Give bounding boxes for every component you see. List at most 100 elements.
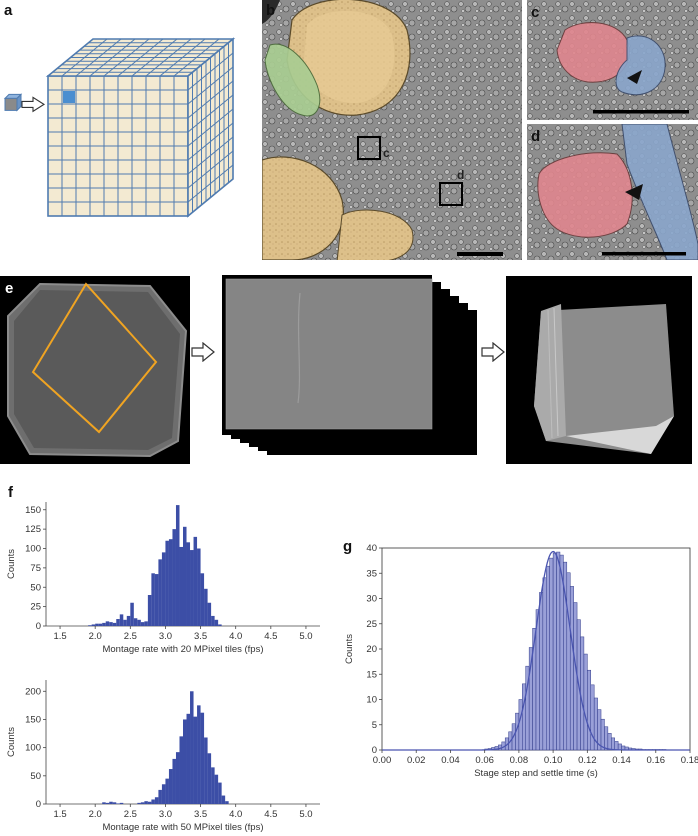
y-axis-label: Counts bbox=[6, 549, 17, 579]
y-tick-label: 20 bbox=[366, 644, 377, 655]
tile-front-border bbox=[225, 278, 433, 430]
y-tick-label: 0 bbox=[372, 745, 377, 756]
histogram-bar bbox=[140, 622, 145, 626]
histogram-bar bbox=[590, 684, 595, 751]
histogram-bar bbox=[158, 559, 162, 626]
histogram-bar bbox=[190, 691, 194, 804]
histogram-bar bbox=[109, 801, 113, 804]
histogram-bar bbox=[144, 621, 148, 626]
x-tick-label: 2.5 bbox=[124, 631, 137, 642]
x-tick-label: 4.5 bbox=[264, 631, 277, 642]
histogram-bar bbox=[165, 778, 169, 804]
x-tick-label: 0.02 bbox=[407, 755, 426, 766]
histogram-bar bbox=[151, 573, 155, 626]
panel-label-d: d bbox=[531, 128, 541, 145]
y-tick-label: 25 bbox=[30, 602, 41, 613]
histogram-bar bbox=[190, 550, 194, 626]
histogram-bar bbox=[214, 774, 219, 804]
histogram-bar bbox=[179, 736, 183, 804]
voxel-cube-diagram bbox=[3, 37, 236, 218]
x-tick-label: 3.5 bbox=[194, 809, 207, 820]
histogram-g: 0.00 0.02 0.04 0.06 0.08 0.10 0.12 0.14 0.16 0.18… bbox=[344, 543, 698, 779]
histogram-bar bbox=[133, 618, 138, 626]
x-tick-label: 5.0 bbox=[299, 809, 312, 820]
histogram-bar bbox=[211, 615, 215, 626]
histogram-bar bbox=[168, 539, 173, 626]
cube-grid-line bbox=[187, 150, 234, 189]
histogram-bar bbox=[109, 622, 113, 626]
arrowhead-d bbox=[625, 184, 643, 200]
soma-green bbox=[264, 43, 321, 117]
em-image-c bbox=[527, 0, 698, 120]
histogram-bar bbox=[147, 595, 152, 626]
cube-grid-line bbox=[145, 38, 192, 77]
histogram-bar bbox=[617, 743, 622, 751]
roi-box-c bbox=[357, 136, 381, 160]
histogram-bar bbox=[197, 705, 201, 804]
histogram-bar bbox=[211, 767, 215, 804]
y-tick-label: 125 bbox=[25, 524, 41, 535]
histogram-bar bbox=[175, 505, 180, 626]
y-tick-label: 40 bbox=[366, 543, 377, 554]
arrowhead-c bbox=[627, 70, 642, 84]
y-tick-label: 35 bbox=[366, 568, 377, 579]
y-tick-label: 150 bbox=[25, 714, 41, 725]
histogram-bar bbox=[151, 799, 155, 804]
histogram-bar bbox=[207, 753, 212, 804]
x-tick-label: 1.5 bbox=[53, 631, 66, 642]
x-tick-label: 0.14 bbox=[612, 755, 631, 766]
histogram-bar bbox=[147, 801, 152, 804]
y-tick-label: 200 bbox=[25, 686, 41, 697]
histogram-bar bbox=[116, 619, 120, 626]
x-tick-label: 0.10 bbox=[544, 755, 563, 766]
x-tick-label: 2.0 bbox=[89, 809, 102, 820]
cube-grid-line bbox=[187, 122, 234, 161]
histogram-bar bbox=[123, 619, 127, 626]
y-tick-label: 50 bbox=[30, 582, 41, 593]
scale-bar-c bbox=[593, 110, 689, 114]
histogram-bar bbox=[119, 802, 124, 804]
x-axis-label: Stage step and settle time (s) bbox=[474, 768, 598, 779]
x-tick-label: 0.04 bbox=[441, 755, 460, 766]
histogram-bar bbox=[204, 588, 208, 626]
histogram-bar bbox=[218, 782, 222, 804]
x-tick-label: 4.0 bbox=[229, 809, 242, 820]
histogram-bar bbox=[105, 621, 110, 626]
roi-rectangle bbox=[31, 282, 158, 434]
x-tick-label: 0.16 bbox=[647, 755, 666, 766]
y-tick-label: 50 bbox=[30, 771, 41, 782]
histogram-f-bottom: 1.5 2.0 2.5 3.0 3.5 4.0 4.5 5.0 0 50 100 150 200 Mont… bbox=[6, 680, 320, 833]
cube-grid-line bbox=[173, 38, 220, 77]
histogram-bar bbox=[158, 789, 162, 804]
x-tick-label: 4.5 bbox=[264, 809, 277, 820]
histogram-bar bbox=[193, 536, 198, 626]
em-image-d bbox=[527, 124, 698, 260]
histogram-bar bbox=[175, 752, 180, 804]
histogram-bar bbox=[137, 619, 141, 626]
histogram-bar bbox=[98, 623, 103, 626]
histogram-bar bbox=[179, 546, 183, 626]
histogram-bar bbox=[583, 653, 588, 751]
y-tick-label: 100 bbox=[25, 544, 41, 555]
histogram-bar bbox=[522, 683, 526, 751]
histogram-bar bbox=[218, 624, 222, 626]
histogram-bar bbox=[569, 586, 574, 751]
y-axis-label: Counts bbox=[344, 634, 355, 664]
cube-grid-line bbox=[187, 136, 234, 175]
histogram-bar bbox=[539, 592, 544, 751]
y-tick-label: 5 bbox=[372, 720, 377, 731]
x-tick-label: 1.5 bbox=[53, 809, 66, 820]
histogram-bar bbox=[161, 552, 166, 626]
histogram-bar bbox=[140, 802, 145, 804]
em-texture-b bbox=[262, 0, 522, 260]
x-tick-label: 0.12 bbox=[578, 755, 597, 766]
scale-bar-b bbox=[457, 252, 503, 256]
histogram-bar bbox=[200, 712, 205, 804]
histogram-bar bbox=[105, 802, 110, 804]
histogram-bar bbox=[611, 737, 615, 751]
y-tick-label: 10 bbox=[366, 695, 377, 706]
histogram-bar bbox=[126, 615, 131, 626]
small-cube-front bbox=[4, 97, 18, 111]
y-tick-label: 15 bbox=[366, 669, 377, 680]
y-tick-label: 0 bbox=[36, 799, 41, 810]
